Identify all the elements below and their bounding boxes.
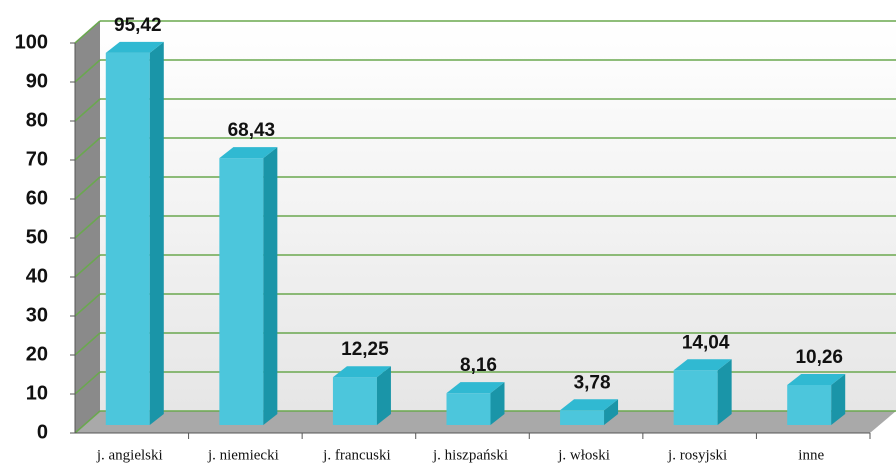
y-tick-label: 80 [26, 109, 48, 131]
bar [787, 373, 846, 425]
grid-line-side [74, 254, 101, 278]
y-tick-label: 0 [37, 421, 48, 443]
y-tick-label: 100 [15, 31, 48, 53]
bar-top [332, 366, 391, 378]
grid-line-side [74, 20, 101, 44]
y-tick-label: 90 [26, 70, 48, 92]
bar [560, 399, 619, 425]
bar [673, 359, 732, 425]
bar-top [673, 359, 732, 371]
grid-line-side [74, 332, 101, 356]
bar-top [446, 382, 505, 394]
grid-line-side [74, 371, 101, 395]
y-tick-label: 30 [26, 304, 48, 326]
bar-side [717, 359, 732, 425]
grid-line-side [74, 410, 101, 434]
bar-top [105, 41, 164, 53]
grid-line-side [74, 98, 101, 122]
grid-line-side [74, 59, 101, 83]
bar-front [673, 370, 718, 425]
y-tick-label: 60 [26, 187, 48, 209]
bar-front [446, 393, 491, 425]
y-tick-label: 20 [26, 343, 48, 365]
bar-front [332, 377, 377, 425]
grid-line-side [74, 293, 101, 317]
x-tick-label: j. angielski [96, 447, 163, 463]
x-tick-label: inne [798, 447, 824, 463]
value-label: 14,04 [682, 332, 730, 353]
x-tick-label: j. rosyjski [667, 447, 727, 463]
bar-top [787, 373, 846, 385]
bar-side [490, 382, 505, 425]
x-tick-label: j. francuski [322, 447, 390, 463]
bar [105, 41, 164, 425]
value-label: 8,16 [460, 355, 497, 376]
x-tick-label: j. niemiecki [207, 447, 279, 463]
bar-side [376, 366, 391, 425]
x-tick-label: j. włoski [557, 447, 610, 463]
grid-line-side [74, 137, 101, 161]
bar-front [105, 52, 150, 425]
bar-side [604, 399, 619, 425]
y-tick-label: 50 [26, 226, 48, 248]
bar-front [219, 158, 264, 426]
y-tick-label: 70 [26, 148, 48, 170]
bar-side [149, 41, 164, 425]
value-label: 3,78 [574, 372, 611, 393]
bar-front [560, 410, 605, 425]
bar-top [219, 147, 278, 159]
y-tick-label: 40 [26, 265, 48, 287]
bar-side [263, 147, 278, 426]
bar [446, 382, 505, 425]
bar [332, 366, 391, 425]
y-tick-label: 10 [26, 382, 48, 404]
bar [219, 147, 278, 426]
grid-line-side [74, 215, 101, 239]
x-tick-label: j. hiszpański [432, 447, 508, 463]
bar-front [787, 384, 832, 425]
bar-top [560, 399, 619, 411]
value-label: 10,26 [795, 347, 843, 368]
value-label: 95,42 [114, 15, 162, 36]
grid-line-side [74, 176, 101, 200]
value-label: 12,25 [341, 339, 389, 360]
value-label: 68,43 [228, 120, 276, 141]
bar-side [831, 373, 846, 425]
